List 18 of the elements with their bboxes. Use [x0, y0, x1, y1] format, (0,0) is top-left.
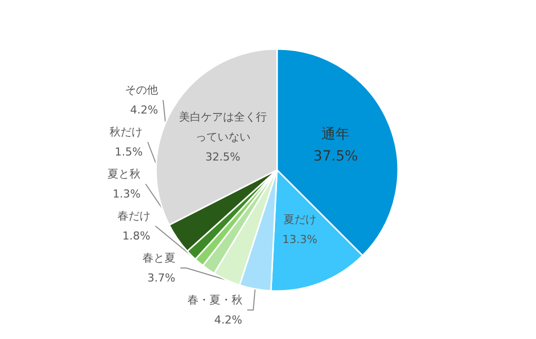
slice-label: その他 — [125, 84, 158, 96]
slice-label: 美白ケアは全く行っていない — [178, 110, 267, 144]
data-label: 32.5% — [205, 150, 240, 164]
data-label: 4.2% — [130, 104, 158, 116]
slice-label: 夏と秋 — [108, 168, 141, 180]
data-label: 1.5% — [114, 146, 143, 158]
slice-label: 春と夏 — [142, 252, 176, 264]
slice-label: 通年 — [322, 126, 350, 143]
data-label: 13.3% — [282, 232, 318, 246]
data-label: 1.8% — [122, 230, 150, 242]
slice-label: 夏だけ — [283, 212, 316, 226]
slice-label: 春・夏・秋 — [187, 294, 242, 306]
data-label: 3.7% — [147, 272, 176, 284]
data-label: 1.3% — [112, 188, 141, 200]
slice-label: 春だけ — [117, 210, 150, 222]
data-label: 4.2% — [214, 314, 242, 326]
data-label: 37.5% — [313, 148, 358, 165]
slice-label: 秋だけ — [110, 126, 143, 138]
